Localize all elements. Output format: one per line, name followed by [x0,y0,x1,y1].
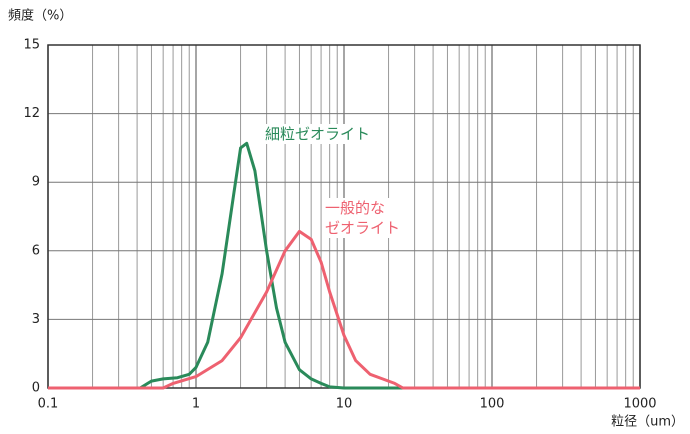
y-axis-label: 頻度（%） [8,8,72,24]
series-line [48,141,640,390]
series-label: 細粒ゼオライト [262,124,374,144]
x-tick-label: 1000 [623,397,656,412]
x-tick-label: 100 [480,397,505,412]
x-tick-label: 10 [336,397,353,412]
series-line [48,229,640,390]
y-tick-label: 0 [32,381,40,396]
x-axis-label: 粒径（um） [611,415,684,430]
y-tick-label: 3 [32,312,40,327]
y-tick-label: 15 [23,38,40,53]
y-tick-label: 12 [23,106,40,121]
x-tick-label: 0.1 [38,397,59,412]
y-tick-label: 6 [32,243,40,258]
series-label: 一般的な ゼオライト [322,198,404,238]
x-tick-label: 1 [192,397,200,412]
y-tick-label: 9 [32,175,40,190]
